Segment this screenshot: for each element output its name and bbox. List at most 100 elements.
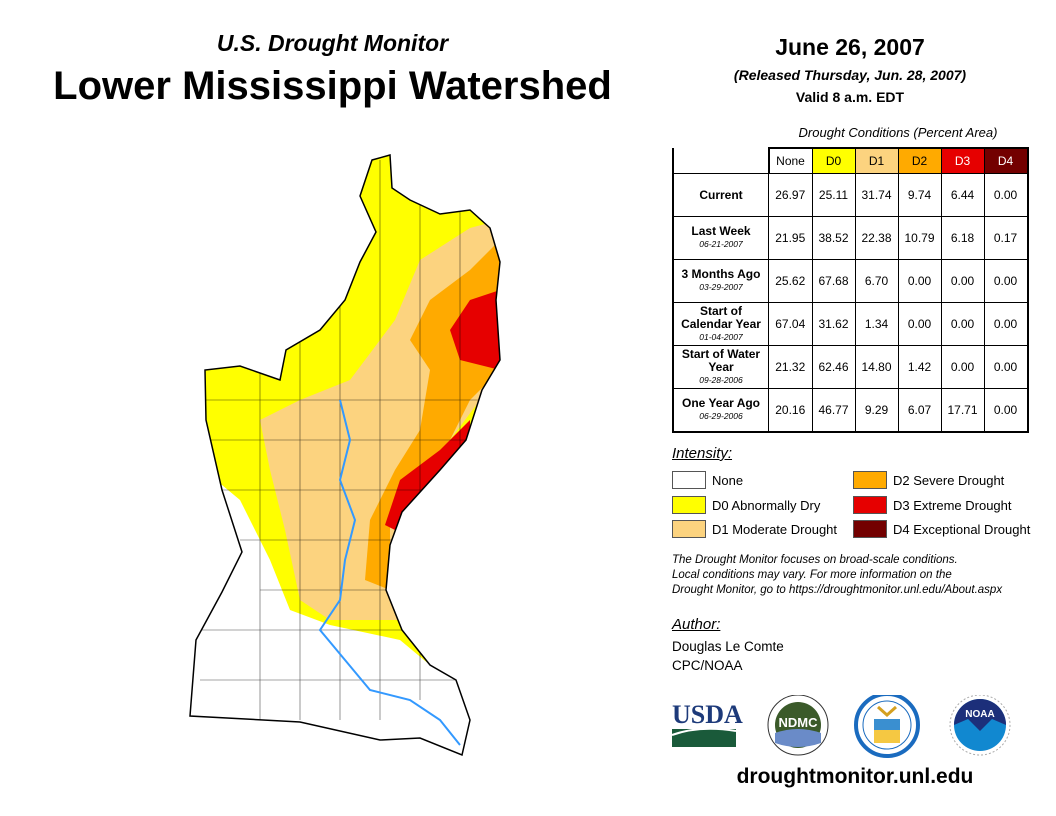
legend-item: None [672, 471, 743, 489]
website-url[interactable]: droughtmonitor.unl.edu [736, 765, 974, 788]
ndmc-logo: NDMC [767, 695, 829, 756]
row-label: One Year Ago 06-29-2006 [672, 388, 769, 433]
drought-map [189, 154, 501, 757]
legend-swatch [853, 471, 887, 489]
legend-label: D0 Abnormally Dry [712, 497, 821, 513]
legend-label: None [712, 472, 744, 488]
col-d0: D0 [811, 147, 856, 174]
svg-text:USDA: USDA [672, 700, 743, 729]
table-cell: 25.11 [811, 173, 856, 217]
col-none: None [768, 147, 813, 174]
table-cell: 21.32 [768, 345, 813, 389]
row-label: Start of Calendar Year 01-04-2007 [672, 302, 769, 346]
map-date: June 26, 2007 [775, 34, 925, 60]
svg-text:NOAA: NOAA [965, 709, 994, 720]
author-title: Author: [672, 616, 721, 633]
row-label: 3 Months Ago 03-29-2007 [672, 259, 769, 303]
table-cell: 0.00 [897, 302, 942, 346]
table-cell: 6.07 [897, 388, 942, 433]
table-cell: 14.80 [854, 345, 899, 389]
logos: USDA NDMC NOAA [671, 695, 1011, 758]
row-date: 06-29-2006 [699, 411, 743, 421]
table-cell: 67.04 [768, 302, 813, 346]
noaa-logo: NOAA [949, 695, 1011, 756]
row-date: 06-21-2007 [699, 239, 743, 249]
row-label-text: One Year Ago [681, 396, 761, 410]
table-cell: 22.38 [854, 216, 899, 260]
row-label-text: 3 Months Ago [681, 267, 761, 281]
note-line: The Drought Monitor focuses on broad-sca… [672, 554, 958, 566]
table-cell: 21.95 [768, 216, 813, 260]
row-label-text: Start of Calendar Year [681, 303, 761, 331]
table-cell: 46.77 [811, 388, 856, 433]
legend-swatch [672, 496, 706, 514]
table-cell: 38.52 [811, 216, 856, 260]
legend-label: D3 Extreme Drought [893, 497, 1012, 513]
table-cell: 9.29 [854, 388, 899, 433]
usda-logo: USDA [671, 700, 743, 747]
row-date: 03-29-2007 [699, 282, 743, 292]
legend-item: D1 Moderate Drought [672, 520, 837, 538]
table-cell: 0.00 [983, 302, 1028, 346]
d3-area [385, 290, 500, 530]
table-cell: 20.16 [768, 388, 813, 433]
table-row: 3 Months Ago 03-29-2007 25.62 67.68 6.70 0.00… [672, 259, 1028, 303]
table-cell: 10.79 [897, 216, 942, 260]
note-line: Drought Monitor, go to https://droughtmo… [672, 584, 1003, 596]
table-row: Start of Water Year 09-28-2006 21.32 62.46 1… [672, 345, 1028, 389]
valid-time: Valid 8 a.m. EDT [795, 89, 905, 105]
mississippi-river [318, 399, 461, 746]
legend-swatch [853, 520, 887, 538]
row-label: Start of Water Year 09-28-2006 [672, 345, 769, 389]
legend-label: D4 Exceptional Drought [893, 521, 1031, 537]
table-cell: 25.62 [768, 259, 813, 303]
table-cell: 1.42 [897, 345, 942, 389]
table-row: Current 26.97 25.11 31.74 9.74 6.44 0.00 [672, 173, 1028, 217]
legend-label: D1 Moderate Drought [712, 521, 838, 537]
legend-item: D0 Abnormally Dry [672, 496, 820, 514]
row-label: Current [672, 173, 769, 217]
map-title: Lower Mississippi Watershed [53, 64, 612, 108]
legend-swatch [672, 471, 706, 489]
col-d3: D3 [940, 147, 985, 174]
legend-item: D4 Exceptional Drought [853, 520, 1030, 538]
col-d4: D4 [983, 147, 1028, 174]
watershed-outline [189, 154, 501, 757]
table-cell: 0.00 [983, 388, 1028, 433]
table-cell: 6.70 [854, 259, 899, 303]
legend-item: D3 Extreme Drought [853, 496, 1012, 514]
table-cell: 6.18 [940, 216, 985, 260]
table-cell: 31.62 [811, 302, 856, 346]
svg-text:NDMC: NDMC [779, 715, 819, 730]
table-cell: 26.97 [768, 173, 813, 217]
table-cell: 1.34 [854, 302, 899, 346]
table-cell: 62.46 [811, 345, 856, 389]
table-cell: 0.00 [897, 259, 942, 303]
table-cell: 17.71 [940, 388, 985, 433]
col-d2: D2 [897, 147, 942, 174]
table-cell: 0.00 [940, 345, 985, 389]
col-d1: D1 [854, 147, 899, 174]
author-org: CPC/NOAA [672, 658, 743, 673]
legend-swatch [853, 496, 887, 514]
subtitle: U.S. Drought Monitor [216, 30, 449, 56]
drought-conditions-table: None D0 D1 D2 D3 D4 Current 26.97 25.11 31.… [672, 147, 1029, 433]
legend-swatch [672, 520, 706, 538]
row-date: 01-04-2007 [699, 331, 743, 342]
table-cell: 67.68 [811, 259, 856, 303]
row-label-text: Last Week [691, 224, 751, 238]
table-row: Last Week 06-21-2007 21.95 38.52 22.38 10.79 6… [672, 216, 1028, 260]
table-cell: 0.00 [983, 173, 1028, 217]
disclaimer: The Drought Monitor focuses on broad-sca… [672, 553, 1052, 598]
author-name: Douglas Le Comte [672, 639, 784, 654]
row-label-text: Start of Water Year [681, 346, 761, 374]
commerce-logo [854, 695, 920, 758]
table-caption: Drought Conditions (Percent Area) [798, 125, 998, 140]
table-cell: 31.74 [854, 173, 899, 217]
table-cell: 0.00 [940, 259, 985, 303]
table-cell: 0.00 [983, 345, 1028, 389]
table-row: Start of Calendar Year 01-04-2007 67.04 31.… [672, 302, 1028, 346]
table-cell: 0.00 [983, 259, 1028, 303]
table-row: One Year Ago 06-29-2006 20.16 46.77 9.29 6.07… [672, 388, 1028, 433]
release-date: (Released Thursday, Jun. 28, 2007) [733, 67, 967, 83]
